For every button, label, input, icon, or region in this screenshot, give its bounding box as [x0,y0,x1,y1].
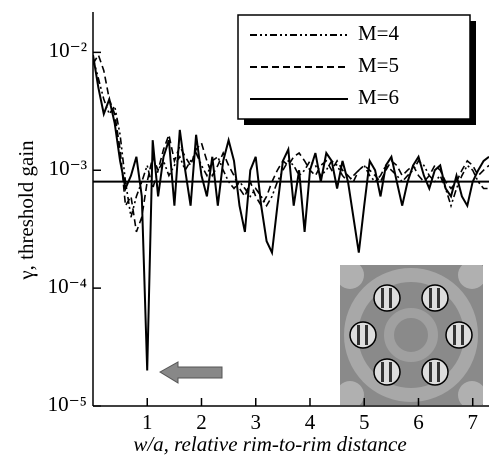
legend: M=4 M=5 M=6 [237,14,476,125]
x-tick-label: 7 [467,410,478,434]
series-line [93,54,489,371]
series-group [93,53,489,371]
legend-label: M=4 [358,21,400,45]
x-tick-label: 4 [305,410,316,434]
x-axis-label: w/a, relative rim-to-rim distance [133,432,406,456]
plot-area [93,53,489,371]
x-tick-label: 5 [359,410,370,434]
y-axis-label: γ, threshold gain [14,140,38,281]
y-tick-label: 10⁻⁴ [48,274,87,298]
legend-label: M=5 [358,53,399,77]
series-line [93,53,489,233]
x-tick-label: 3 [250,410,261,434]
x-tick-label: 6 [413,410,424,434]
x-tick-label: 1 [142,410,153,434]
y-tick-label: 10⁻⁵ [48,392,87,416]
y-tick-label: 10⁻³ [49,156,87,180]
y-tick-label: 10⁻² [49,38,87,62]
arrow [159,361,223,384]
inset-image [340,265,483,405]
legend-label: M=6 [358,85,399,109]
x-tick-label: 2 [196,410,207,434]
